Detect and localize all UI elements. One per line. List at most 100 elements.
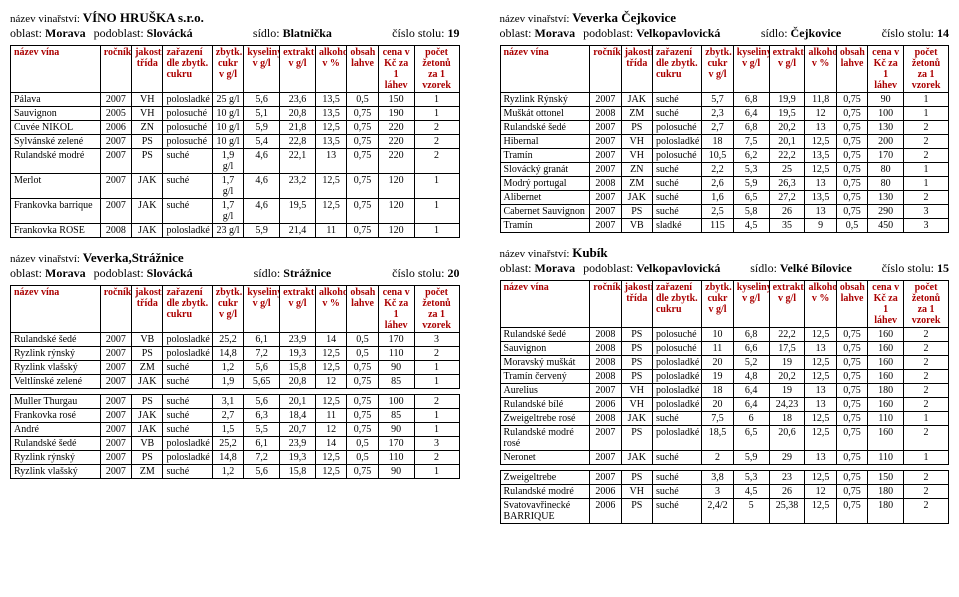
- subregion: podoblast: Slovácká: [94, 26, 193, 41]
- cell-price: 120: [378, 174, 414, 199]
- table-row: Muller Thurgau2007PSsuché3,15,620,112,50…: [11, 395, 460, 409]
- cell-acid: 5,6: [244, 465, 280, 479]
- cell-price: 90: [378, 423, 414, 437]
- table-row: Ryzlink vlašský2007ZMsuché1,25,615,812,5…: [11, 361, 460, 375]
- col-class: jakostí třída: [132, 46, 163, 93]
- winery-prefix: název vinařství:: [10, 253, 83, 265]
- cell-name: Pálava: [11, 93, 101, 107]
- cell-price: 160: [868, 342, 904, 356]
- cell-tok: 3: [414, 333, 459, 347]
- cell-price: 90: [868, 93, 904, 107]
- cell-sugar: polosuché: [652, 149, 701, 163]
- cell-tok: 2: [904, 342, 949, 356]
- cell-sugar: polosladké: [163, 333, 212, 347]
- cell-year: 2008: [590, 177, 621, 191]
- col-tok: počet žetonů za 1 vzorek: [414, 286, 459, 333]
- cell-price: 170: [378, 437, 414, 451]
- cell-ext: 15,8: [280, 361, 316, 375]
- cell-year: 2007: [100, 375, 131, 389]
- cell-class: JAK: [132, 423, 163, 437]
- cell-name: Tramín červený: [500, 370, 590, 384]
- cell-res: 10: [702, 328, 733, 342]
- col-tok: počet žetonů za 1 vzorek: [904, 281, 949, 328]
- cell-ext: 18: [769, 412, 805, 426]
- cell-bot: 0,75: [836, 163, 867, 177]
- cell-res: 11: [702, 342, 733, 356]
- cell-tok: 2: [414, 149, 459, 174]
- cell-alc: 12,5: [315, 465, 346, 479]
- table-header-row: název vínaročníkjakostí třídazařazení dl…: [11, 46, 460, 93]
- cell-name: Zweigeltrebe rosé: [500, 412, 590, 426]
- col-year: ročník: [590, 281, 621, 328]
- winery-name: Kubík: [572, 245, 607, 260]
- cell-ext: 18,4: [280, 409, 316, 423]
- cell-alc: 12: [805, 107, 836, 121]
- cell-alc: 13,5: [315, 135, 346, 149]
- cell-year: 2008: [590, 342, 621, 356]
- cell-price: 170: [868, 149, 904, 163]
- cell-year: 2007: [100, 199, 131, 224]
- cell-sugar: suché: [163, 149, 212, 174]
- cell-bot: 0,75: [836, 149, 867, 163]
- region: oblast: Morava: [500, 261, 576, 276]
- cell-name: Ryzlink rýnský: [11, 347, 101, 361]
- cell-name: Alibernet: [500, 191, 590, 205]
- cell-alc: 12,5: [315, 174, 346, 199]
- table-row: Frankovka barrique2007JAKsuché1,7 g/l4,6…: [11, 199, 460, 224]
- cell-year: 2007: [100, 135, 131, 149]
- cell-year: 2007: [590, 219, 621, 233]
- col-bot: obsah lahve: [836, 46, 867, 93]
- cell-name: Frankovka ROSE: [11, 224, 101, 238]
- cell-name: Ryzlink vlašský: [11, 465, 101, 479]
- cell-name: Rulandské šedé: [500, 328, 590, 342]
- cell-class: JAK: [621, 93, 652, 107]
- cell-sugar: suché: [652, 93, 701, 107]
- cell-tok: 1: [414, 465, 459, 479]
- cell-name: Ryzlink Rýnský: [500, 93, 590, 107]
- seat: sídlo: Velké Bílovice: [750, 261, 852, 276]
- table-number: číslo stolu: 20: [392, 266, 459, 281]
- cell-sugar: polosuché: [163, 107, 212, 121]
- col-sugar: zařazení dle zbytk. cukru: [652, 46, 701, 93]
- cell-tok: 2: [904, 398, 949, 412]
- cell-ext: 19,5: [769, 107, 805, 121]
- winery-name: Veverka,Strážnice: [83, 250, 184, 265]
- cell-price: 160: [868, 356, 904, 370]
- cell-year: 2006: [590, 398, 621, 412]
- cell-price: 80: [868, 177, 904, 191]
- wine-table: název vínaročníkjakostí třídazařazení dl…: [10, 45, 460, 238]
- cell-ext: 15,8: [280, 465, 316, 479]
- cell-price: 180: [868, 384, 904, 398]
- winery-prefix: název vinařství:: [500, 13, 573, 25]
- table-row: Rulandské šedé2007PSpolosuché2,76,820,21…: [500, 121, 949, 135]
- col-res: zbytk. cukr v g/l: [702, 46, 733, 93]
- cell-tok: 1: [904, 93, 949, 107]
- cell-alc: 12: [315, 375, 346, 389]
- cell-tok: 2: [904, 191, 949, 205]
- cell-tok: 1: [904, 163, 949, 177]
- cell-price: 450: [868, 219, 904, 233]
- cell-price: 110: [868, 412, 904, 426]
- cell-alc: 13,5: [805, 149, 836, 163]
- col-class: jakostí třída: [132, 286, 163, 333]
- winery-meta: oblast: Moravapodoblast: Slováckásídlo: …: [10, 266, 460, 281]
- cell-res: 20: [702, 398, 733, 412]
- cell-sugar: suché: [652, 451, 701, 465]
- cell-bot: 0,75: [347, 199, 378, 224]
- cell-res: 2,6: [702, 177, 733, 191]
- cell-bot: 0,75: [836, 342, 867, 356]
- cell-class: ZM: [132, 361, 163, 375]
- cell-price: 130: [868, 191, 904, 205]
- cell-price: 110: [378, 451, 414, 465]
- cell-class: PS: [132, 135, 163, 149]
- table-row: Pálava2007VHpolosladké25 g/l5,623,613,50…: [11, 93, 460, 107]
- subregion: podoblast: Slovácká: [94, 266, 193, 281]
- col-name: název vína: [500, 281, 590, 328]
- cell-ext: 20,1: [769, 135, 805, 149]
- col-tok: počet žetonů za 1 vzorek: [414, 46, 459, 93]
- cell-ext: 22,2: [769, 149, 805, 163]
- cell-name: Ryzlink vlašský: [11, 361, 101, 375]
- cell-tok: 3: [414, 437, 459, 451]
- cell-res: 2,7: [212, 409, 243, 423]
- cell-name: Frankovka barrique: [11, 199, 101, 224]
